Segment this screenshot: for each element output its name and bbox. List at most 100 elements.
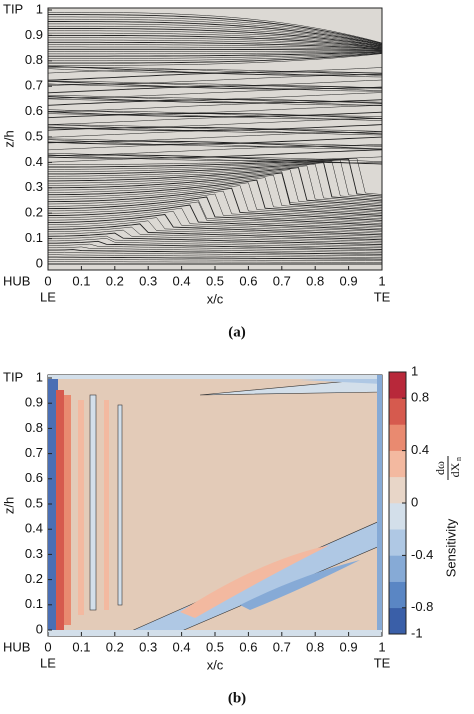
streamlines — [48, 12, 382, 265]
streamline — [48, 232, 382, 246]
y-tick-label: 0.1 — [25, 230, 43, 245]
streamline — [48, 256, 382, 260]
x-tick-label: 0.3 — [139, 273, 157, 288]
streamline — [48, 41, 382, 50]
y-tick-label: 1 — [36, 369, 43, 384]
streamline — [48, 53, 382, 66]
x-tick-label: 0.7 — [273, 639, 291, 654]
streamline — [48, 235, 382, 247]
streamline — [48, 159, 382, 198]
streamline — [48, 226, 382, 242]
streamline — [48, 251, 382, 257]
symbol-subscript: n — [454, 457, 463, 461]
y-tick-label: 0.4 — [25, 154, 43, 169]
colorbar-tick-label: 0 — [411, 494, 418, 509]
streamline — [48, 136, 382, 145]
streamline — [48, 124, 382, 136]
y-tick-label: 1 — [36, 1, 43, 16]
colorbar-tick-label: -0.8 — [411, 599, 433, 614]
x-tick-label: 0.6 — [239, 639, 257, 654]
x-tick-label: 1 — [378, 639, 385, 654]
streamline — [48, 238, 382, 249]
symbol-denominator: dX — [448, 462, 462, 477]
streamline — [48, 139, 382, 147]
y-tick-label: 0.9 — [25, 395, 43, 410]
y-tick-label: 0.3 — [25, 546, 43, 561]
x-tick-label: 0.2 — [106, 639, 124, 654]
colorbar-segment — [389, 503, 406, 530]
streamline — [48, 80, 382, 92]
y-axis-label: z/h — [1, 497, 16, 514]
streamline — [48, 217, 382, 237]
colorbar-tick-label: 0.8 — [411, 390, 429, 405]
streamline — [48, 220, 382, 239]
y-tick-label: 0.7 — [25, 78, 43, 93]
x-tick-label: 0.5 — [206, 639, 224, 654]
streamline — [48, 44, 382, 50]
colorbar-segment — [389, 581, 406, 609]
x-tick-label: 0.1 — [72, 639, 90, 654]
colorbar-segment — [389, 555, 406, 582]
streamline — [48, 179, 382, 216]
colorbar-segment — [389, 529, 406, 556]
x-tick-label: 0.8 — [306, 273, 324, 288]
colorbar-segment — [389, 424, 406, 451]
streamline — [48, 193, 382, 224]
streamline — [48, 177, 382, 215]
streamline — [48, 96, 382, 104]
y-tick-label: 0.2 — [25, 205, 43, 220]
streamline — [48, 50, 382, 52]
panel-label: (a) — [228, 324, 246, 340]
x-tick-label: 0.5 — [206, 273, 224, 288]
streamline — [48, 169, 382, 208]
streamline — [48, 154, 382, 161]
streamline — [48, 261, 382, 263]
annotation-right: TE — [374, 655, 391, 670]
streamline — [48, 51, 382, 59]
annotation-bottom: HUB — [3, 639, 30, 654]
streamline — [48, 199, 382, 228]
x-axis-label: x/c — [207, 291, 224, 306]
y-tick-label: 0 — [36, 621, 43, 636]
y-tick-label: 0.8 — [25, 420, 43, 435]
streamline — [48, 243, 382, 252]
colorbar-segment — [389, 450, 406, 478]
streamline — [48, 124, 382, 134]
streamline — [48, 52, 382, 62]
streamline — [48, 196, 382, 226]
annotation-top: TIP — [3, 1, 23, 16]
streamline — [48, 152, 382, 164]
contours — [48, 375, 382, 636]
streamline — [48, 28, 382, 47]
y-tick-label: 0.8 — [25, 52, 43, 67]
streamline — [48, 240, 382, 250]
streamline — [48, 52, 382, 64]
streamline — [48, 172, 382, 212]
streamline — [48, 118, 382, 129]
streamline — [48, 23, 382, 46]
streamline — [48, 223, 382, 241]
streamline — [48, 65, 382, 76]
y-axis-label: z/h — [1, 130, 16, 147]
symbol-numerator: dω — [433, 461, 447, 475]
streamline — [48, 187, 382, 221]
x-tick-label: 0.4 — [173, 639, 191, 654]
x-tick-label: 0.6 — [239, 273, 257, 288]
colorbar-segment — [389, 607, 406, 635]
streamline — [48, 30, 382, 47]
streamline — [48, 229, 382, 244]
colorbar-symbol: dω dXn — [433, 456, 463, 480]
streamline — [48, 34, 382, 49]
streamline — [48, 37, 382, 49]
streamline — [48, 105, 382, 115]
streamline — [48, 112, 382, 120]
y-tick-label: 0.7 — [25, 445, 43, 460]
colorbar-tick-label: -0.4 — [411, 547, 433, 562]
x-tick-label: 0.4 — [173, 273, 191, 288]
streamline — [48, 249, 382, 255]
streamline — [48, 51, 382, 57]
streamline — [48, 165, 382, 205]
x-tick-label: 0.2 — [106, 273, 124, 288]
